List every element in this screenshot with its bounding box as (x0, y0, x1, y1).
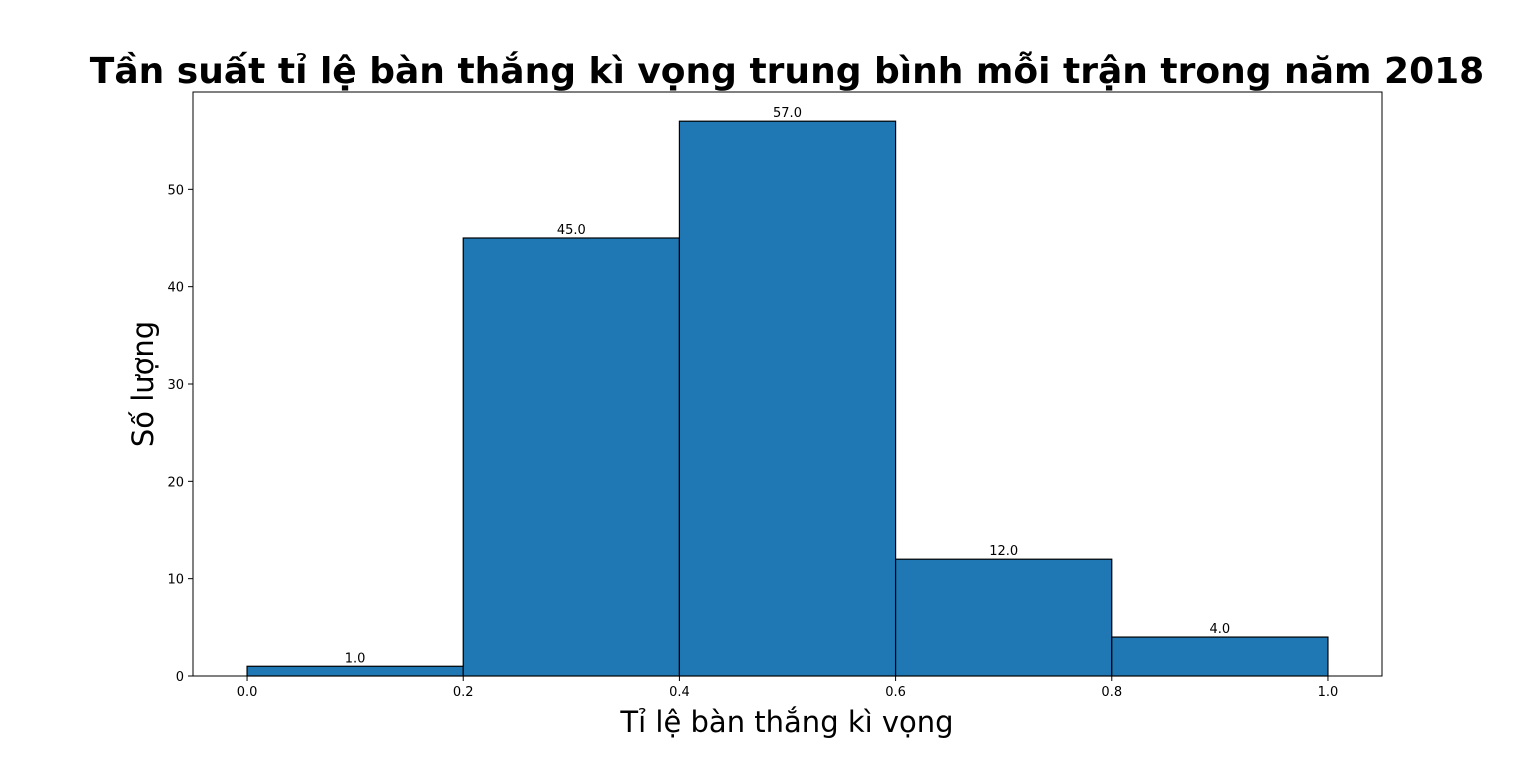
bars-group (246, 120, 1329, 677)
x-tick-label: 0.8 (1101, 685, 1122, 700)
y-tick-label: 20 (167, 475, 184, 490)
x-tick-label: 0.6 (885, 685, 906, 700)
y-tick-label: 0 (176, 670, 184, 685)
y-tick-label: 30 (167, 378, 184, 393)
histogram-bar (246, 665, 464, 677)
bar-value-label: 45.0 (557, 223, 586, 238)
chart-title: Tần suất tỉ lệ bàn thắng kì vọng trung b… (90, 51, 1484, 92)
x-tick-label: 0.2 (453, 685, 474, 700)
bar-value-label: 57.0 (773, 106, 802, 121)
bar-labels-group: 1.0 45.0 57.0 12.0 4.0 (345, 106, 1230, 666)
histogram-bar (462, 237, 681, 677)
histogram-bar (678, 120, 897, 677)
y-tick-label: 40 (167, 281, 184, 296)
x-tick-label: 0.0 (237, 685, 258, 700)
histogram-bar (894, 558, 1113, 677)
bar-value-label: 12.0 (989, 544, 1018, 559)
y-axis-ticks: 0 10 20 30 40 50 (167, 183, 193, 685)
y-tick-label: 50 (167, 183, 184, 198)
x-tick-label: 1.0 (1318, 685, 1339, 700)
bar-value-label: 4.0 (1210, 622, 1231, 637)
x-axis-ticks: 0.0 0.2 0.4 0.6 0.8 1.0 (237, 676, 1339, 700)
y-tick-label: 10 (167, 573, 184, 588)
bar-value-label: 1.0 (345, 651, 366, 666)
x-axis-label: Tỉ lệ bàn thắng kì vọng (619, 705, 953, 739)
y-axis-label: Số lượng (126, 321, 160, 447)
x-tick-label: 0.4 (669, 685, 690, 700)
histogram-bar (1111, 636, 1329, 677)
